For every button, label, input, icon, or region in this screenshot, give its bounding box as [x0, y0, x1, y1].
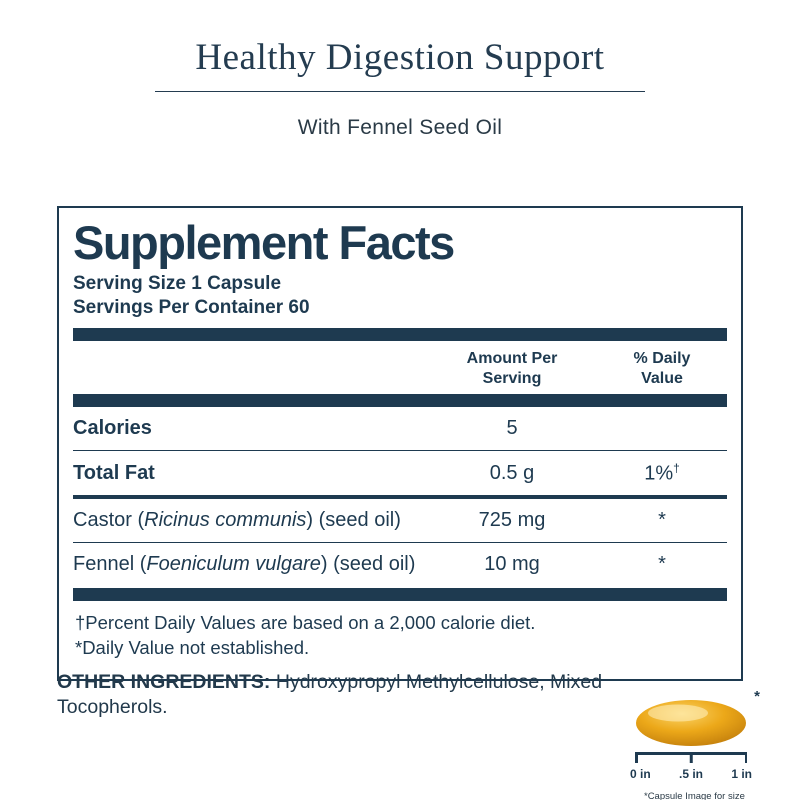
nutrient-name-suffix: ) (seed oil) — [306, 509, 401, 532]
nutrient-name: Fennel (Foeniculum vulgare) (seed oil) — [73, 553, 427, 576]
capsule-size-reference: * 0 in .5 in 1 in *Capsule Image for siz… — [630, 686, 760, 800]
other-ingredients: OTHER INGREDIENTS: Hydroxypropyl Methylc… — [57, 670, 677, 721]
ruler-labels: 0 in .5 in 1 in — [630, 767, 752, 781]
ruler-tick-1 — [744, 752, 747, 763]
product-title: Healthy Digestion Support — [195, 37, 605, 78]
nutrient-daily-value: * — [658, 509, 666, 532]
label-header: Healthy Digestion Support With Fennel Se… — [0, 36, 800, 140]
ruler — [635, 752, 747, 764]
daily-value-percent: 1% — [644, 462, 674, 485]
nutrient-amount: 10 mg — [484, 553, 540, 576]
panel-title: Supplement Facts — [73, 216, 455, 269]
other-ingredients-label: OTHER INGREDIENTS: — [57, 671, 271, 693]
capsule-asterisk: * — [754, 688, 760, 705]
thick-bar — [73, 328, 727, 342]
footnote-daily-values: †Percent Daily Values are based on a 2,0… — [75, 612, 536, 634]
other-ingredients-text: Hydroxypropyl Methylcellulose, Mixed Toc… — [57, 671, 603, 719]
nutrient-name: Calories — [73, 416, 152, 439]
supplement-facts-panel: Supplement Facts Serving Size 1 Capsule … — [57, 206, 743, 682]
product-subtitle: With Fennel Seed Oil — [297, 116, 503, 139]
nutrient-amount: 0.5 g — [489, 461, 535, 484]
ruler-label-1: 1 in — [731, 767, 752, 781]
capsule-image — [636, 700, 746, 746]
column-header-amount-label: Amount Per Serving — [466, 350, 558, 387]
nutrient-latin-name: Foeniculum vulgare — [146, 553, 321, 576]
nutrient-name: Castor (Ricinus communis) (seed oil) — [73, 509, 427, 532]
nutrient-daily-value: 1%† — [597, 461, 727, 486]
footnotes: †Percent Daily Values are based on a 2,0… — [73, 601, 727, 665]
nutrient-amount: 5 — [506, 416, 518, 439]
nutrient-row-total-fat: Total Fat 0.5 g 1%† — [73, 451, 727, 496]
nutrient-row-castor: Castor (Ricinus communis) (seed oil) 725… — [73, 499, 727, 542]
nutrient-daily-value: * — [658, 553, 666, 576]
nutrient-name-prefix: Castor ( — [73, 509, 145, 532]
footnote-not-established: *Daily Value not established. — [75, 637, 310, 659]
nutrient-row-fennel: Fennel (Foeniculum vulgare) (seed oil) 1… — [73, 543, 727, 586]
ruler-label-0: 0 in — [630, 767, 651, 781]
nutrient-row-calories: Calories 5 — [73, 407, 727, 450]
nutrient-name: Total Fat — [73, 461, 155, 484]
nutrient-amount: 725 mg — [478, 509, 546, 532]
row-divider-medium — [73, 495, 727, 500]
ruler-tick-half — [689, 752, 693, 763]
thick-bar — [73, 393, 727, 407]
dagger-symbol: † — [673, 460, 680, 475]
capsule-note: *Capsule Image for size reference only. — [644, 791, 745, 800]
column-header-daily-value: % Daily Value — [597, 349, 727, 387]
column-header-daily-value-label: % Daily Value — [633, 350, 691, 387]
nutrient-latin-name: Ricinus communis — [144, 509, 307, 532]
title-divider — [155, 91, 645, 92]
row-divider — [73, 542, 727, 544]
ruler-tick-0 — [635, 752, 638, 763]
row-divider — [73, 449, 727, 451]
servings-per-container: Servings Per Container 60 — [73, 297, 310, 319]
thick-bar — [73, 588, 727, 602]
column-header-amount: Amount Per Serving — [427, 349, 597, 387]
nutrient-name-suffix: ) (seed oil) — [320, 553, 416, 576]
serving-size: Serving Size 1 Capsule — [73, 273, 282, 295]
nutrient-name-prefix: Fennel ( — [73, 553, 147, 576]
column-header-row: Amount Per Serving % Daily Value — [73, 341, 727, 393]
ruler-label-half: .5 in — [678, 767, 703, 781]
